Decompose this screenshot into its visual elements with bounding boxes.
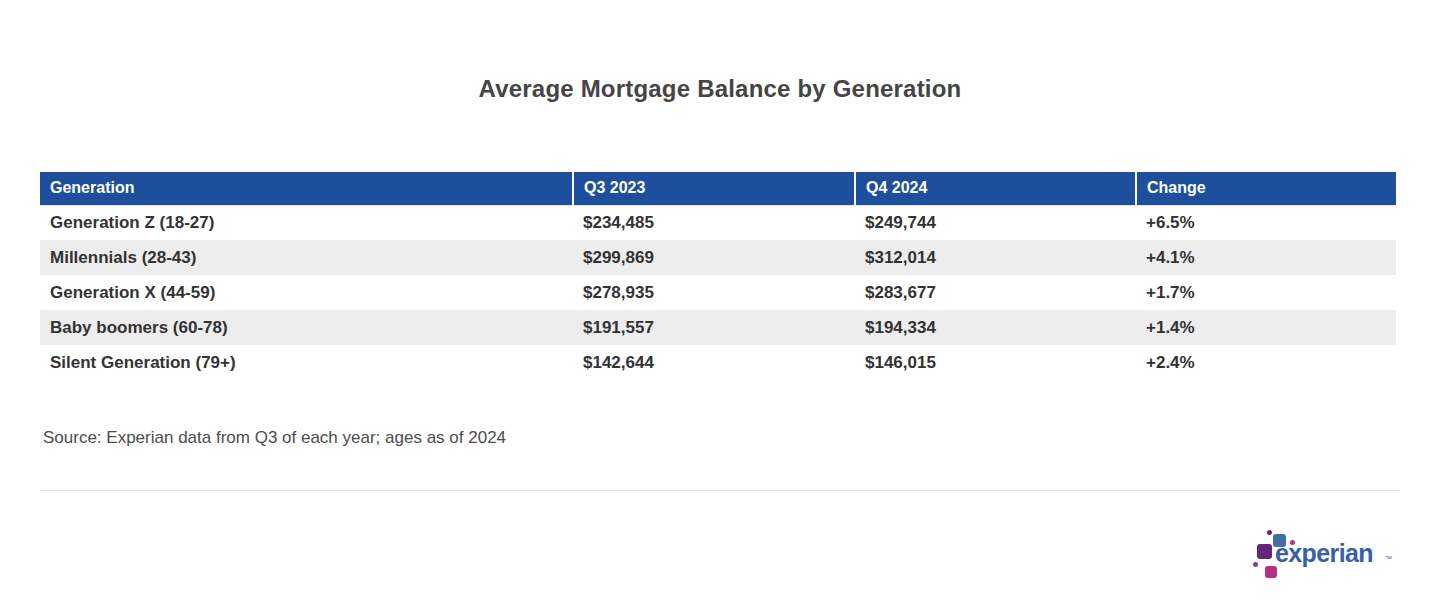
table-row: Millennials (28-43) $299,869 $312,014 +4… bbox=[40, 240, 1396, 275]
experian-logo: experian ™ bbox=[1252, 524, 1392, 584]
col-header-change: Change bbox=[1136, 172, 1396, 205]
cell-q3-2023: $234,485 bbox=[573, 205, 855, 240]
page-title: Average Mortgage Balance by Generation bbox=[0, 75, 1440, 103]
col-header-generation: Generation bbox=[40, 172, 573, 205]
mortgage-balance-table: Generation Q3 2023 Q4 2024 Change Genera… bbox=[40, 172, 1396, 380]
cell-q4-2024: $249,744 bbox=[855, 205, 1136, 240]
cell-q4-2024: $312,014 bbox=[855, 240, 1136, 275]
cell-q4-2024: $194,334 bbox=[855, 310, 1136, 345]
logo-square-purple-icon bbox=[1257, 544, 1272, 559]
cell-generation: Generation Z (18-27) bbox=[40, 205, 573, 240]
cell-change: +1.4% bbox=[1136, 310, 1396, 345]
cell-q3-2023: $278,935 bbox=[573, 275, 855, 310]
cell-generation: Millennials (28-43) bbox=[40, 240, 573, 275]
cell-q3-2023: $299,869 bbox=[573, 240, 855, 275]
cell-change: +2.4% bbox=[1136, 345, 1396, 380]
table-row: Silent Generation (79+) $142,644 $146,01… bbox=[40, 345, 1396, 380]
table-row: Generation Z (18-27) $234,485 $249,744 +… bbox=[40, 205, 1396, 240]
cell-generation: Silent Generation (79+) bbox=[40, 345, 573, 380]
cell-generation: Baby boomers (60-78) bbox=[40, 310, 573, 345]
cell-generation: Generation X (44-59) bbox=[40, 275, 573, 310]
col-header-q4-2024: Q4 2024 bbox=[855, 172, 1136, 205]
trademark-symbol: ™ bbox=[1385, 555, 1392, 562]
cell-change: +1.7% bbox=[1136, 275, 1396, 310]
logo-dot-purple-left-icon bbox=[1253, 562, 1258, 567]
table-header-row: Generation Q3 2023 Q4 2024 Change bbox=[40, 172, 1396, 205]
col-header-q3-2023: Q3 2023 bbox=[573, 172, 855, 205]
cell-change: +6.5% bbox=[1136, 205, 1396, 240]
cell-q3-2023: $142,644 bbox=[573, 345, 855, 380]
cell-change: +4.1% bbox=[1136, 240, 1396, 275]
table-row: Generation X (44-59) $278,935 $283,677 +… bbox=[40, 275, 1396, 310]
source-note: Source: Experian data from Q3 of each ye… bbox=[43, 428, 1440, 448]
divider-line bbox=[40, 490, 1400, 491]
logo-wordmark: experian bbox=[1275, 539, 1373, 568]
table-row: Baby boomers (60-78) $191,557 $194,334 +… bbox=[40, 310, 1396, 345]
logo-dot-purple-top-icon bbox=[1267, 530, 1272, 535]
cell-q4-2024: $283,677 bbox=[855, 275, 1136, 310]
cell-q3-2023: $191,557 bbox=[573, 310, 855, 345]
cell-q4-2024: $146,015 bbox=[855, 345, 1136, 380]
